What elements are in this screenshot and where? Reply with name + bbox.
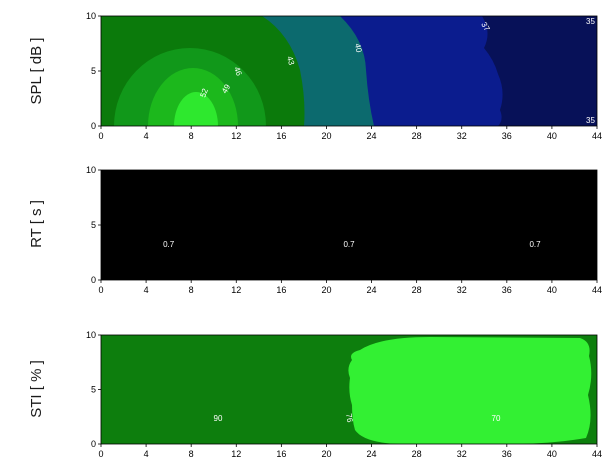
spl-xtick-label: 36 [502, 131, 512, 141]
sti-xtick-label: 0 [98, 449, 103, 457]
spl-contour-label: 35 [586, 17, 595, 26]
spl-heatmap [101, 16, 597, 126]
spl-xtick-label: 12 [231, 131, 241, 141]
spl-xtick-label: 32 [457, 131, 467, 141]
spl-contour-label: 43 [285, 55, 296, 66]
spl-xtick-label: 44 [592, 131, 602, 141]
spl-ytick-label: 5 [91, 66, 96, 76]
rt-xtick-label: 8 [189, 285, 194, 295]
sti-contour-label: 76 [344, 413, 355, 424]
rt-xtick-label: 44 [592, 285, 602, 295]
sti-xaxis: 0 4 8 12 16 20 24 28 32 36 40 44 [98, 444, 602, 457]
rt-value-labels: 0.7 0.7 0.7 [163, 240, 541, 249]
sti-xtick-label: 8 [189, 449, 194, 457]
spl-xtick-label: 28 [412, 131, 422, 141]
spl-xtick-label: 40 [547, 131, 557, 141]
sti-ytick-label: 5 [91, 385, 96, 395]
sti-ytick-label: 10 [86, 330, 96, 340]
sti-xtick-label: 44 [592, 449, 602, 457]
spl-zone-52 [174, 92, 218, 126]
spl-xtick-label: 20 [321, 131, 331, 141]
spl-xtick-label: 4 [144, 131, 149, 141]
rt-xtick-label: 40 [547, 285, 557, 295]
rt-value-label: 0.7 [343, 240, 355, 249]
rt-xtick-label: 16 [276, 285, 286, 295]
spl-xtick-label: 16 [276, 131, 286, 141]
spl-yaxis: 0 5 10 [86, 11, 101, 131]
sti-xtick-label: 28 [412, 449, 422, 457]
spl-contour-label: 52 [198, 87, 210, 99]
sti-xtick-label: 32 [457, 449, 467, 457]
sti-zone-70 [348, 337, 592, 444]
sti-contour-label: 70 [492, 414, 501, 423]
rt-ytick-label: 0 [91, 275, 96, 285]
rt-xtick-label: 28 [412, 285, 422, 295]
sti-contour-label: 90 [214, 414, 223, 423]
rt-yaxis: 0 5 10 [86, 165, 101, 285]
spl-contour-label: 35 [586, 116, 595, 125]
sti-xtick-label: 16 [276, 449, 286, 457]
rt-value-label: 0.7 [529, 240, 541, 249]
rt-xtick-label: 4 [144, 285, 149, 295]
sti-xtick-label: 20 [321, 449, 331, 457]
rt-panel: 0.7 0.7 0.7 RT [ s ] 0 4 8 12 16 20 24 28 32 36 40 44… [28, 165, 602, 295]
rt-value-label: 0.7 [163, 240, 175, 249]
sti-ylabel: STI [ % ] [28, 360, 45, 418]
rt-xtick-label: 20 [321, 285, 331, 295]
sti-yaxis: 0 5 10 [86, 330, 101, 449]
rt-ylabel: RT [ s ] [28, 200, 45, 248]
rt-ytick-label: 10 [86, 165, 96, 175]
sti-panel: 90 76 70 STI [ % ] 0 4 8 12 16 20 24 28 32 36 40 44… [28, 330, 602, 457]
rt-xtick-label: 12 [231, 285, 241, 295]
sti-xtick-label: 40 [547, 449, 557, 457]
sti-xtick-label: 12 [231, 449, 241, 457]
spl-xtick-label: 0 [98, 131, 103, 141]
spl-ytick-label: 0 [91, 121, 96, 131]
spl-xtick-label: 24 [367, 131, 377, 141]
spl-panel: 52 49 46 43 40 37 35 35 SPL [ dB ] 0 4 8 12… [28, 11, 602, 141]
rt-ytick-label: 5 [91, 220, 96, 230]
spl-ytick-label: 10 [86, 11, 96, 21]
sti-xtick-label: 4 [144, 449, 149, 457]
rt-xtick-label: 32 [457, 285, 467, 295]
spl-contour-label: 40 [353, 43, 364, 54]
rt-xtick-label: 24 [367, 285, 377, 295]
spl-xaxis: 0 4 8 12 16 20 24 28 32 36 40 44 [98, 126, 602, 141]
sti-contour-labels: 90 76 70 [214, 413, 501, 424]
sti-xtick-label: 36 [502, 449, 512, 457]
sti-ytick-label: 0 [91, 439, 96, 449]
rt-xaxis: 0 4 8 12 16 20 24 28 32 36 40 44 [98, 280, 602, 295]
rt-xtick-label: 0 [98, 285, 103, 295]
spl-contour-label: 46 [232, 66, 244, 78]
sti-xtick-label: 24 [367, 449, 377, 457]
sti-heatmap [101, 335, 597, 444]
rt-field [101, 170, 597, 280]
spl-ylabel: SPL [ dB ] [28, 38, 45, 105]
rt-xtick-label: 36 [502, 285, 512, 295]
spl-xtick-label: 8 [189, 131, 194, 141]
